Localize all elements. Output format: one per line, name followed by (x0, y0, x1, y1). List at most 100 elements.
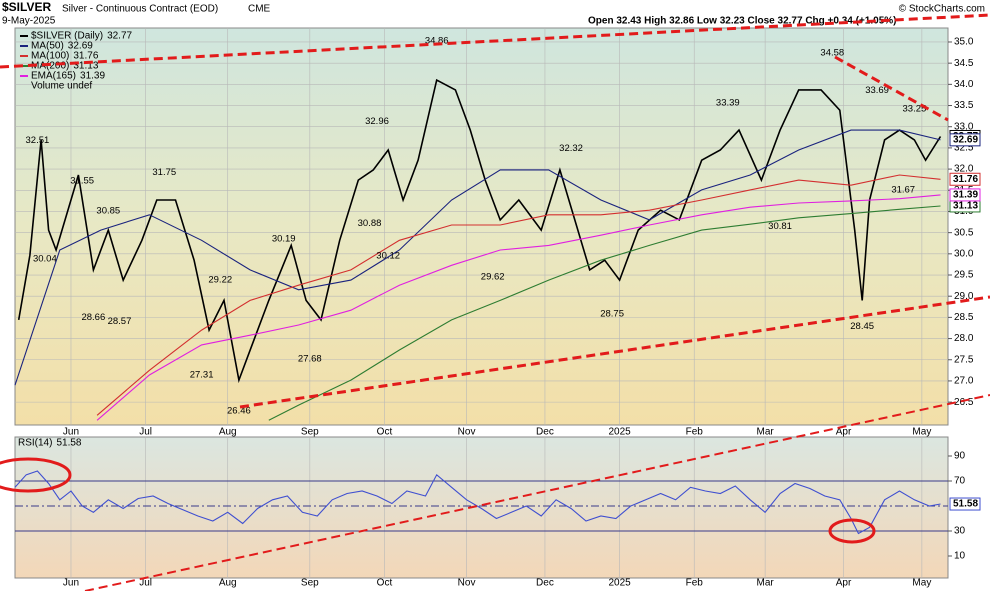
price-annotation: 30.12 (376, 250, 400, 261)
x-tick-label: Apr (836, 578, 852, 589)
x-tick-label: Nov (458, 427, 476, 438)
value-badge (949, 172, 981, 186)
price-annotation: 30.04 (33, 254, 57, 265)
price-annotation: 32.32 (559, 143, 583, 154)
legend-label: MA(50) (31, 41, 64, 52)
falling-trendline (834, 55, 949, 122)
series-line (268, 205, 941, 421)
credit: © StockCharts.com (899, 4, 985, 15)
trendlines (0, 13, 990, 591)
price-annotation: 33.25 (903, 104, 927, 115)
price-annotation: 27.31 (190, 369, 214, 380)
price-annotation: 31.67 (891, 185, 915, 196)
value-badge (949, 497, 981, 511)
y-tick-label: 33.5 (954, 100, 974, 111)
y-tick-label: 34.5 (954, 58, 974, 69)
x-tick-label: Oct (377, 427, 393, 438)
oversold-circle (828, 518, 876, 544)
y-tick-label: 29.5 (954, 270, 974, 281)
y-tick-label: 32.5 (954, 143, 974, 154)
price-annotation: 32.51 (26, 135, 50, 146)
x-tick-label: Feb (686, 427, 704, 438)
value-badge-label: 32.69 (953, 134, 978, 145)
price-annotation: 29.22 (208, 274, 232, 285)
price-annotation: 34.86 (425, 35, 449, 46)
y-tick-label: 28.5 (954, 312, 974, 323)
title: Silver - Continuous Contract (EOD) (62, 4, 218, 15)
price-annotation: 33.39 (716, 98, 740, 109)
x-tick-label: 2025 (608, 427, 631, 438)
plot: 26.527.027.528.028.529.029.530.030.531.0… (14, 28, 981, 589)
legend-label: $SILVER (Daily) (31, 31, 103, 42)
price-annotation: 30.88 (358, 218, 382, 229)
price-annotation: 33.69 (865, 85, 889, 96)
value-badge-label: 51.58 (953, 499, 978, 510)
x-tick-label: Jul (139, 578, 152, 589)
x-tick-label: Sep (301, 578, 319, 589)
x-tick-label: 2025 (608, 578, 631, 589)
x-tick-label: Jul (139, 427, 152, 438)
y-tick-label: 30 (954, 526, 966, 537)
legend-value: 32.69 (68, 41, 93, 52)
exchange: CME (248, 4, 271, 15)
value-badge-label: 31.13 (953, 201, 978, 212)
price-annotation: 28.45 (850, 321, 874, 332)
legend-value: 32.77 (107, 31, 132, 42)
price-annotation: 30.19 (272, 233, 296, 244)
price-panel (14, 27, 949, 426)
series-line (96, 194, 941, 421)
y-tick-label: 30.5 (954, 227, 974, 238)
x-tick-label: Dec (536, 578, 554, 589)
price-annotation: 32.96 (365, 116, 389, 127)
legend-label: Volume undef (31, 81, 92, 92)
y-tick-label: 90 (954, 451, 966, 462)
x-tick-label: Feb (686, 578, 704, 589)
date: 9-May-2025 (2, 16, 56, 27)
price-annotation: 29.62 (481, 271, 505, 282)
x-tick-label: May (912, 427, 931, 438)
y-tick-label: 34.0 (954, 79, 974, 90)
price-annotation: 28.66 (81, 312, 105, 323)
symbol: $SILVER (2, 0, 51, 14)
price-annotation: 31.75 (152, 167, 176, 178)
x-tick-label: Mar (757, 427, 775, 438)
price-annotation: 26.46 (227, 405, 251, 416)
x-tick-label: Sep (301, 427, 319, 438)
series-line (14, 470, 941, 535)
x-tick-label: Jun (63, 578, 79, 589)
overbought-circle (0, 457, 72, 493)
y-tick-label: 26.5 (954, 397, 974, 408)
y-tick-label: 33.0 (954, 121, 974, 132)
y-tick-label: 70 (954, 476, 966, 487)
y-tick-label: 27.0 (954, 376, 974, 387)
legend-label: MA(100) (31, 51, 69, 62)
value-badge-label: 31.76 (953, 174, 978, 185)
y-tick-label: 30.0 (954, 248, 974, 259)
value-badge (949, 188, 981, 202)
price-annotation: 28.57 (108, 316, 132, 327)
x-tick-label: Aug (219, 578, 237, 589)
x-tick-label: Jun (63, 427, 79, 438)
x-tick-label: May (912, 578, 931, 589)
price-annotation: 34.58 (820, 47, 844, 58)
legend-value: 31.13 (73, 61, 98, 72)
y-tick-label: 32.0 (954, 164, 974, 175)
y-tick-label: 29.0 (954, 291, 974, 302)
price-annotation: 28.75 (600, 308, 624, 319)
x-tick-label: Oct (377, 578, 393, 589)
x-tick-label: Apr (836, 427, 852, 438)
legend-label: MA(200) (31, 61, 69, 72)
legend-value: 31.39 (80, 71, 105, 82)
price-annotation: 30.85 (96, 205, 120, 216)
price-annotation: 30.81 (768, 221, 792, 232)
value-badge-label: 31.39 (953, 190, 978, 201)
long-trendline (84, 394, 990, 591)
y-tick-label: 28.0 (954, 333, 974, 344)
x-tick-label: Aug (219, 427, 237, 438)
value-badge (949, 133, 981, 147)
panel-title: RSI(14) (18, 438, 52, 449)
price-annotation: 27.68 (298, 354, 322, 365)
y-tick-label: 35.0 (954, 37, 974, 48)
x-tick-label: Nov (458, 578, 476, 589)
